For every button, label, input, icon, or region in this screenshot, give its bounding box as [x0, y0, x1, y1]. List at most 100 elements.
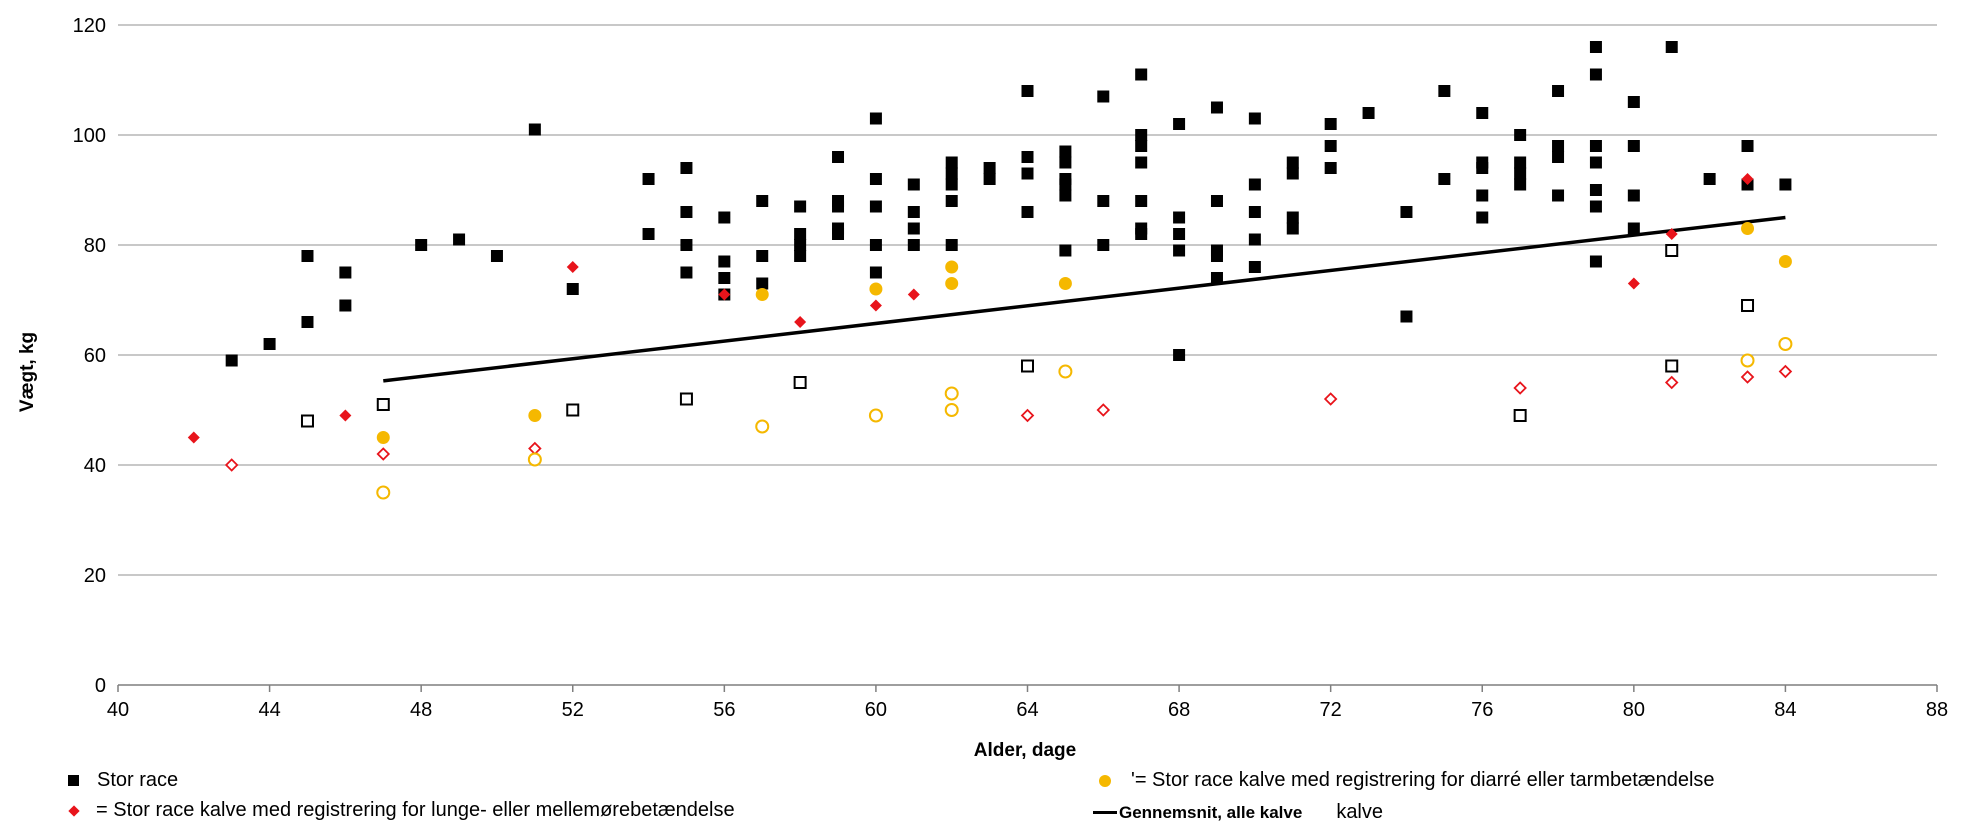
- legend-label: = Stor race kalve med registrering for l…: [96, 799, 735, 821]
- diamond-point: [339, 409, 352, 422]
- square-point: [794, 228, 807, 240]
- square-point: [1021, 85, 1034, 97]
- x-tick-label: 68: [1168, 699, 1190, 721]
- square-point: [1286, 156, 1299, 169]
- square-point: [1173, 244, 1186, 257]
- open-circle-point: [527, 452, 542, 467]
- y-tick-label: 120: [73, 15, 106, 37]
- x-tick-label: 64: [1016, 699, 1038, 721]
- diamond-point: [907, 288, 920, 301]
- x-tick-label: 44: [258, 699, 280, 721]
- square-point: [301, 250, 314, 262]
- y-tick-label: 40: [84, 455, 106, 477]
- red-diamond-marker-icon: [68, 805, 80, 817]
- y-tick-label: 0: [95, 675, 106, 697]
- gridlines: [118, 24, 1937, 576]
- open-square-point: [1665, 244, 1679, 257]
- square-point: [832, 151, 845, 163]
- legend-label: '= Stor race kalve med registrering for …: [1131, 769, 1715, 791]
- open-circle-point: [376, 485, 391, 500]
- x-tick-label: 52: [562, 699, 584, 721]
- square-point: [1210, 272, 1223, 284]
- open-diamond-point: [528, 441, 542, 456]
- x-axis-title: Alder, dage: [974, 740, 1076, 761]
- circle-point: [1741, 222, 1755, 235]
- square-point: [301, 316, 314, 328]
- square-point: [1627, 140, 1640, 152]
- square-point: [1552, 140, 1565, 152]
- open-circle-point: [755, 419, 770, 434]
- x-tick-label: 56: [713, 699, 735, 721]
- square-point: [1779, 178, 1792, 191]
- square-point: [1173, 118, 1186, 130]
- legend-item-trendline: Gennemsnit, alle kalve kalve: [1093, 801, 1383, 824]
- open-circle-point: [944, 403, 959, 417]
- square-point: [1324, 162, 1337, 174]
- square-point: [1286, 211, 1299, 224]
- square-point: [1173, 349, 1186, 361]
- square-point: [1135, 222, 1148, 235]
- open-diamond-point: [1513, 381, 1527, 395]
- square-point: [1173, 228, 1186, 240]
- square-point: [983, 173, 996, 185]
- y-tick-label: 20: [84, 565, 106, 587]
- x-tick-label: 84: [1774, 699, 1796, 721]
- open-square-point: [679, 392, 693, 406]
- square-point: [1438, 173, 1451, 185]
- open-circle-point: [868, 408, 883, 423]
- open-diamond-point: [224, 458, 239, 472]
- square-point: [680, 206, 693, 218]
- square-point: [1210, 101, 1223, 114]
- square-point: [1476, 189, 1489, 202]
- square-point: [1400, 206, 1413, 218]
- y-tick-label: 80: [84, 235, 106, 257]
- square-point: [415, 239, 428, 251]
- square-point: [339, 299, 352, 312]
- data-points: [187, 41, 1793, 500]
- black-line-marker-icon: [1093, 811, 1117, 815]
- legend-label: Stor race: [97, 769, 179, 791]
- square-point: [1248, 233, 1261, 246]
- legend-label: Gennemsnit, alle kalve: [1119, 803, 1303, 822]
- open-diamond-point: [1096, 403, 1111, 417]
- x-tick-label: 60: [865, 699, 887, 721]
- square-point: [1514, 129, 1527, 141]
- circle-point: [945, 277, 959, 290]
- circle-point: [1778, 255, 1792, 268]
- orange-circle-marker-icon: [1099, 774, 1111, 787]
- square-point: [1324, 118, 1337, 130]
- open-diamond-point: [1664, 375, 1679, 390]
- square-point: [794, 239, 807, 251]
- circle-point: [528, 409, 542, 422]
- diamond-point: [566, 261, 579, 273]
- y-tick-label: 100: [73, 125, 106, 147]
- axes: [117, 684, 1938, 692]
- square-point: [263, 338, 276, 350]
- open-diamond-point: [1020, 408, 1035, 423]
- square-point: [794, 200, 807, 213]
- open-square-point: [793, 376, 807, 389]
- legend-label-tail: kalve: [1336, 801, 1384, 823]
- square-point: [1021, 151, 1034, 163]
- square-point: [1552, 189, 1565, 202]
- open-circle-point: [1740, 353, 1755, 368]
- square-point: [642, 228, 655, 240]
- square-point: [756, 195, 769, 207]
- square-point: [1514, 178, 1527, 191]
- square-point: [1476, 211, 1489, 224]
- square-point: [983, 162, 996, 174]
- open-diamond-point: [376, 447, 391, 461]
- square-point: [339, 266, 352, 279]
- open-circle-point: [1058, 364, 1073, 379]
- open-square-point: [300, 414, 314, 428]
- square-point: [1514, 156, 1527, 169]
- square-point: [680, 266, 693, 279]
- circle-point: [755, 288, 769, 301]
- diamond-point: [187, 431, 200, 444]
- diamond-point: [1741, 173, 1754, 185]
- square-point: [1362, 107, 1375, 119]
- square-point: [1135, 140, 1148, 152]
- x-tick-label: 80: [1623, 699, 1645, 721]
- square-point: [1476, 156, 1489, 169]
- open-square-point: [1021, 359, 1034, 373]
